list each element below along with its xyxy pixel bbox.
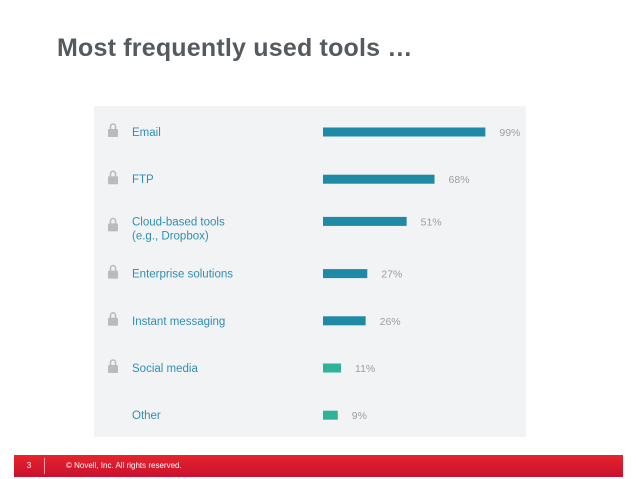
category-label: Cloud-based tools [132, 216, 225, 228]
page-number: 3 [26, 461, 32, 470]
category-label: Email [132, 127, 161, 139]
bar [323, 363, 342, 373]
value-label: 99% [499, 127, 520, 139]
bar [323, 174, 435, 184]
value-label: 11% [355, 363, 375, 375]
lock-icon [108, 170, 118, 185]
category-label: Enterprise solutions [132, 269, 233, 281]
category-label: Social media [132, 363, 198, 375]
chart-panel: Email 99% FTP 68% Cloud-based tools (e.g., Dr… [94, 106, 526, 437]
bar [323, 410, 338, 420]
category-label: Instant messaging [132, 316, 225, 328]
category-label: FTP [132, 174, 154, 186]
lock-icon [108, 217, 118, 232]
footer-divider [44, 458, 45, 474]
value-label: 68% [449, 174, 470, 186]
bar [323, 216, 407, 226]
slide-title: Most frequently used tools … [57, 34, 413, 62]
category-label: Other [132, 410, 161, 422]
category-label: (e.g., Dropbox) [132, 230, 209, 242]
value-label: 51% [421, 216, 442, 228]
footer-bar [14, 455, 623, 477]
lock-icon [108, 123, 118, 137]
bar [323, 127, 486, 137]
value-label: 26% [380, 316, 401, 328]
bar-chart: Email 99% FTP 68% Cloud-based tools (e.g., Dr… [108, 123, 520, 422]
lock-icon [108, 264, 118, 279]
value-label: 27% [381, 269, 402, 281]
copyright-notice: © Novell, Inc. All rights reserved. [66, 461, 182, 470]
lock-icon [108, 359, 118, 373]
lock-icon [108, 312, 118, 326]
bar [323, 316, 366, 326]
value-label: 9% [352, 410, 367, 422]
bar [323, 269, 368, 279]
